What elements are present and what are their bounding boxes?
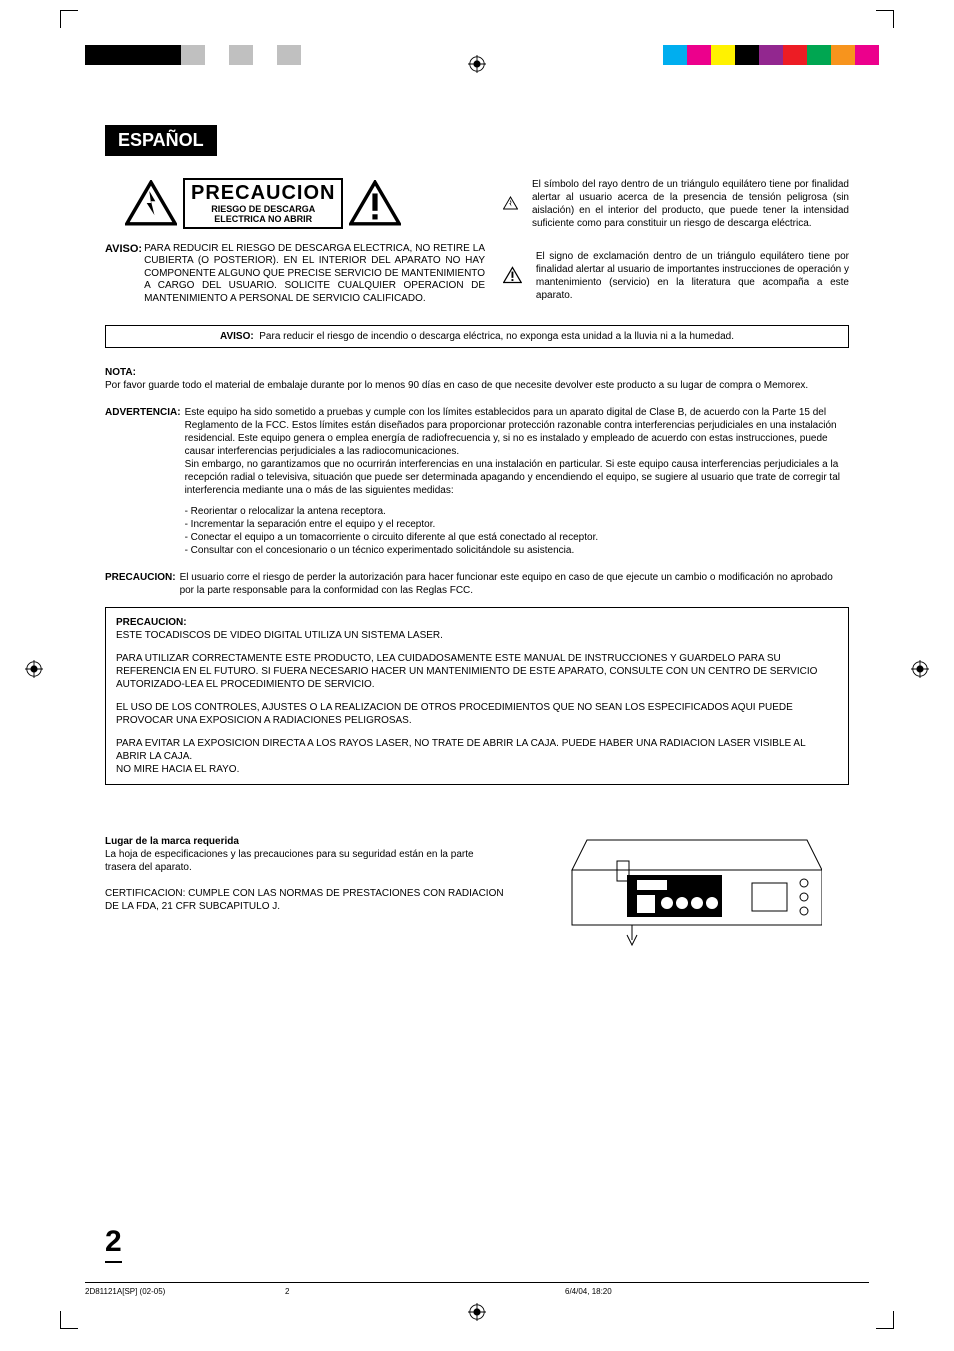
advertencia-block: ADVERTENCIA: Este equipo ha sido sometid… [105,406,849,557]
advertencia-bullets: Reorientar o relocalizar la antena recep… [185,505,849,557]
color-swatch [759,45,783,65]
color-swatch [687,45,711,65]
page-number: 2 [105,1225,122,1263]
color-bars-left [85,45,301,65]
registration-mark [468,1303,486,1321]
device-rear-diagram [552,835,822,955]
color-swatch [205,45,229,65]
label-location-block: Lugar de la marca requerida La hoja de e… [105,835,849,955]
symbol-explanations: El símbolo del rayo dentro de un triángu… [503,178,849,302]
color-swatch [831,45,855,65]
exclamation-triangle-icon [503,250,522,300]
list-item: Reorientar o relocalizar la antena recep… [185,505,849,518]
registration-mark [911,660,929,678]
crop-mark [60,1311,78,1329]
list-item: Conectar el equipo a un tomacorriente o … [185,531,849,544]
warning-header-row: PRECAUCION RIESGO DE DESCARGAELECTRICA N… [105,178,849,305]
color-swatch [277,45,301,65]
footer-page: 2 [285,1287,565,1296]
color-swatch [157,45,181,65]
footer: 2D81121A[SP] (02-05) 2 6/4/04, 18:20 [85,1282,869,1296]
caution-title: PRECAUCION [191,182,335,205]
color-swatch [109,45,133,65]
certification-text: CERTIFICACION: CUMPLE CON LAS NORMAS DE … [105,888,504,912]
color-swatch [133,45,157,65]
color-swatch [711,45,735,65]
color-bars-right [663,45,879,65]
color-swatch [807,45,831,65]
color-swatch [855,45,879,65]
color-swatch [735,45,759,65]
list-item: Incrementar la separación entre el equip… [185,518,849,531]
aviso-warning-bar: AVISO: Para reducir el riesgo de incendi… [105,325,849,348]
color-swatch [85,45,109,65]
label-location-text: La hoja de especificaciones y las precau… [105,849,474,873]
footer-datetime: 6/4/04, 18:20 [565,1287,869,1296]
laser-precaution-frame: PRECAUCION:ESTE TOCADISCOS DE VIDEO DIGI… [105,607,849,785]
language-badge: ESPAÑOL [105,125,217,156]
crop-mark [876,1311,894,1329]
advertencia-text: Este equipo ha sido sometido a pruebas y… [185,406,849,497]
aviso-label: AVISO: [105,243,144,306]
color-swatch [229,45,253,65]
nota-block: NOTA: Por favor guarde todo el material … [105,366,849,392]
lightning-symbol-text: El símbolo del rayo dentro de un triángu… [532,178,849,230]
color-swatch [253,45,277,65]
label-location-heading: Lugar de la marca requerida [105,836,239,847]
exclamation-triangle-icon [349,180,401,226]
color-swatch [663,45,687,65]
exclamation-symbol-text: El signo de exclamación dentro de un tri… [536,250,849,302]
page-content: ESPAÑOL PRECAUCION RIESGO DE DESCARGAELE… [105,125,849,955]
aviso-text: PARA REDUCIR EL RIESGO DE DESCARGA ELECT… [144,243,485,306]
lightning-triangle-icon [125,180,177,226]
registration-mark [468,55,486,73]
color-swatch [783,45,807,65]
crop-mark [60,10,78,28]
list-item: Consultar con el concesionario o un técn… [185,544,849,557]
color-swatch [181,45,205,65]
caution-subtitle: RIESGO DE DESCARGAELECTRICA NO ABRIR [191,205,335,225]
crop-mark [876,10,894,28]
footer-doc-id: 2D81121A[SP] (02-05) [85,1287,285,1296]
registration-mark [25,660,43,678]
lightning-triangle-icon [503,178,518,228]
caution-block: PRECAUCION RIESGO DE DESCARGAELECTRICA N… [105,178,485,305]
precaucion-fcc-block: PRECAUCION: El usuario corre el riesgo d… [105,571,849,597]
